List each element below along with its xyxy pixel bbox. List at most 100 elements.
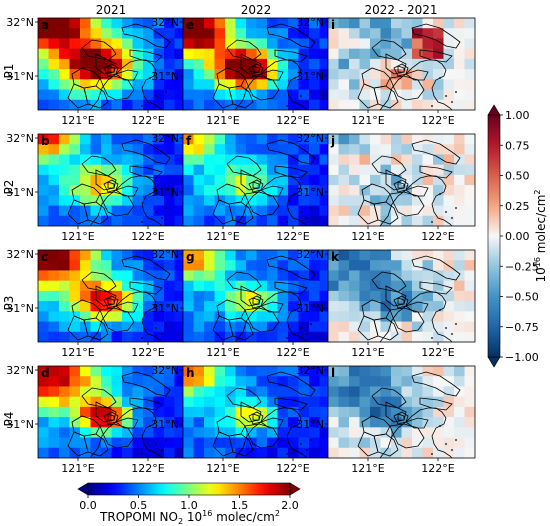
no2-cell [298,48,310,60]
no2-cell [288,134,300,145]
district-boundary [226,155,262,177]
no2-cell [319,18,330,29]
no2-cell [359,18,371,29]
no2-cell [267,79,279,91]
no2-cell [48,250,60,261]
no2-cell [174,154,185,166]
no2-cell [288,69,300,80]
no2-cell [59,396,71,408]
island-dot [445,443,447,445]
no2-cell [132,58,144,70]
no2-cell [267,154,279,166]
no2-cell [48,331,60,342]
no2-cell [298,185,310,196]
main-colorbar: 0.0 0.5 1.0 1.5 2.0 TROPOMI NO2 1016 molec/c… [77,482,301,526]
no2-cell [267,321,279,333]
no2-cell [48,290,60,302]
no2-cell [464,250,475,261]
no2-cell [235,154,247,166]
no2-cell [101,321,113,333]
no2-cell [111,48,123,60]
no2-cell [433,396,445,408]
no2-cell [80,195,92,207]
no2-cell [174,260,185,272]
no2-cell [164,427,176,439]
no2-cell [204,270,216,282]
no2-cell [164,386,176,398]
no2-cell [164,406,176,418]
district-boundary [393,63,409,77]
no2-cell [454,134,466,145]
no2-cell [464,386,475,398]
no2-cell [111,18,123,29]
no2-cell [132,154,144,166]
lat-tick-label: 31°N [6,418,34,431]
no2-cell [422,427,434,439]
no2-cell [328,417,340,428]
no2-cell [338,28,350,40]
no2-cell [370,79,382,91]
district-boundary [389,191,425,217]
no2-cell [193,366,205,377]
no2-cell [153,205,165,217]
no2-cell [422,48,434,60]
no2-cell [183,215,195,226]
lat-tick-label: 31°N [151,418,179,431]
coastline [89,291,163,342]
no2-cell [143,321,155,333]
main-colorbar-tick-label: 2.0 [281,499,299,512]
no2-cell [246,69,258,80]
no2-cell [277,164,289,176]
no2-cell [338,290,350,302]
no2-cell [69,250,81,261]
no2-cell [401,28,413,40]
no2-cell [80,396,92,408]
no2-cell [193,195,205,207]
lon-tick-label: 121°E [206,346,239,359]
no2-cell [391,185,403,196]
panel-letter: g [186,250,195,264]
row-label-p2: P2 [2,180,16,195]
no2-cell [328,290,340,302]
no2-cell [153,38,165,50]
no2-cell [38,99,50,110]
no2-cell [132,417,144,428]
no2-cell [235,447,247,458]
no2-cell [214,376,226,388]
no2-cell [328,99,340,110]
no2-cell [298,280,310,292]
diff-colorbar-max-arrow [487,104,501,116]
no2-cell [288,280,300,292]
island-dot [431,337,433,339]
no2-cell [401,215,413,226]
no2-cell [235,260,247,272]
no2-cell [193,134,205,145]
island-dot [155,443,157,445]
no2-cell [298,18,310,29]
no2-cell [193,89,205,101]
district-outlines [67,139,171,226]
main-colorbar-label: TROPOMI NO2 1016 molec/cm2 [99,509,280,526]
no2-cell [164,89,176,101]
no2-cell [204,447,216,458]
no2-cell [359,376,371,388]
no2-cell [298,427,310,439]
no2-cell [422,331,434,342]
no2-cell [101,447,113,458]
no2-cell [370,260,382,272]
no2-cell [349,311,361,323]
no2-cell [256,427,268,439]
no2-cell [267,447,279,458]
no2-cell [256,447,268,458]
no2-cell [143,99,155,110]
no2-cell [48,406,60,418]
no2-cell [443,386,455,398]
no2-cell [101,144,113,156]
no2-cell [401,331,413,342]
no2-cell [111,270,123,282]
no2-cell [422,58,434,70]
no2-cell [204,396,216,408]
no2-cell [143,69,155,80]
no2-cell [412,185,424,196]
